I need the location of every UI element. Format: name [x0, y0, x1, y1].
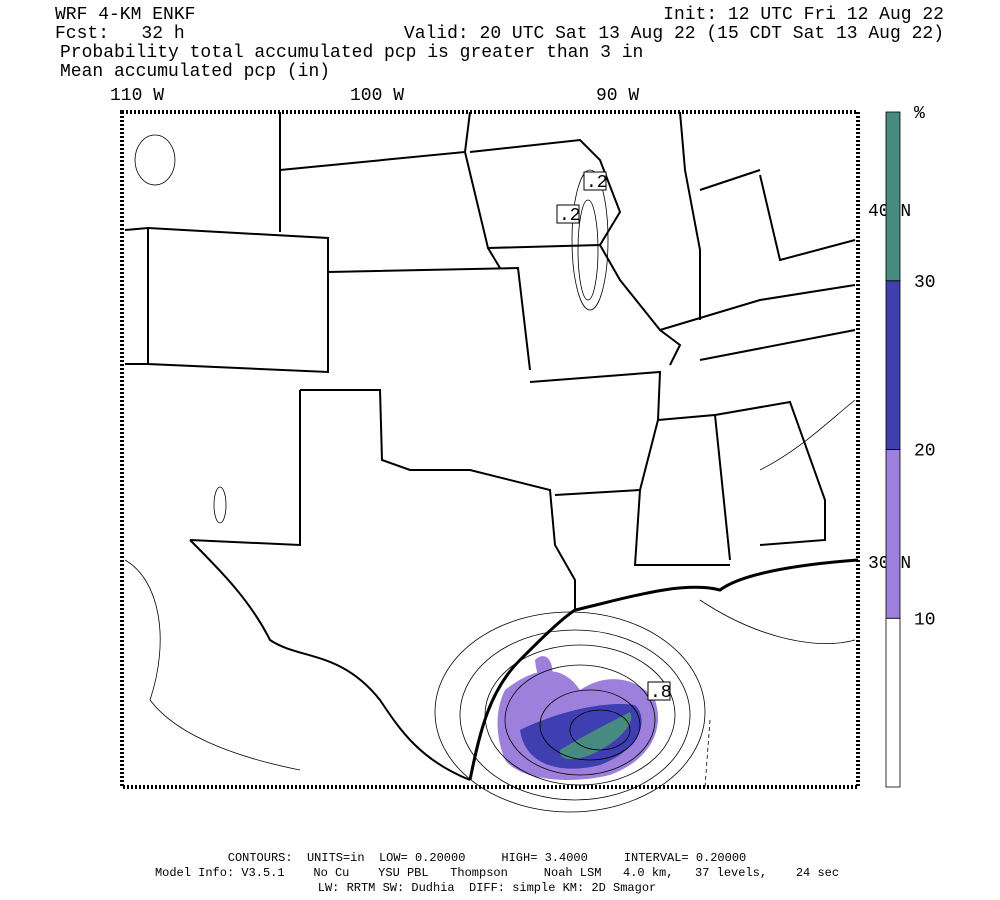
contour-label: .8 [647, 681, 672, 703]
longitude-label: 90 W [596, 86, 639, 106]
colorbar: 10 20 30% [885, 104, 936, 788]
contour-label-text: .2 [559, 206, 581, 226]
longitude-label: 110 W [110, 86, 164, 106]
contour-label-text: .8 [650, 683, 672, 703]
field-title: Mean accumulated pcp (in) [60, 62, 330, 82]
colorbar-tick-label: 20 [914, 442, 936, 462]
colorbar-bin [885, 449, 901, 619]
colorbar-tick-label: 10 [914, 610, 936, 630]
longitude-label: 100 W [350, 86, 404, 106]
valid-time: Valid: 20 UTC Sat 13 Aug 22 (15 CDT Sat … [404, 24, 944, 44]
colorbar-bin [885, 280, 901, 450]
forecast-hour: Fcst: 32 h [55, 24, 185, 44]
colorbar-bin [885, 617, 901, 788]
footer-model-info: Model Info: V3.5.1 No Cu YSU PBL Thompso… [155, 866, 839, 880]
contour-label: .2 [556, 204, 581, 226]
colorbar-unit: % [914, 104, 925, 124]
colorbar-tick-label: 30 [914, 273, 936, 293]
model-title: WRF 4-KM ENKF [55, 5, 195, 25]
field-title: Probability total accumulated pcp is gre… [60, 43, 643, 63]
contour-label: .2 [583, 171, 608, 193]
contour-label-text: .2 [586, 173, 608, 193]
colorbar-bin [885, 111, 901, 282]
map: .2 .2 .8 [120, 110, 860, 813]
footer-physics: LW: RRTM SW: Dudhia DIFF: simple KM: 2D … [318, 881, 656, 895]
footer-contours: CONTOURS: UNITS=in LOW= 0.20000 HIGH= 3.… [228, 851, 746, 865]
init-time: Init: 12 UTC Fri 12 Aug 22 [663, 5, 944, 25]
